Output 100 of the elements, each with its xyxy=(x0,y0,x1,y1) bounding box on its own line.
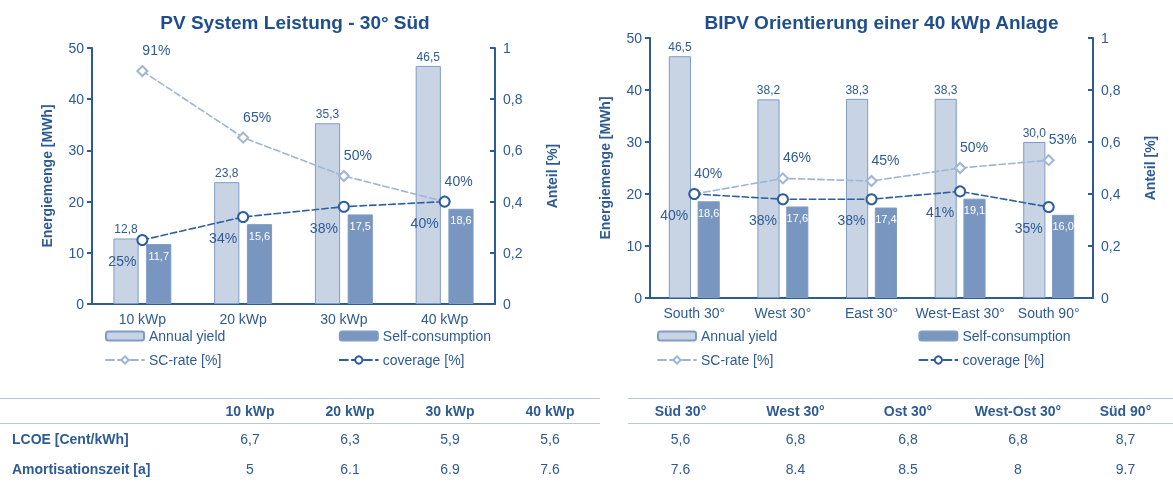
text: Süd 30° xyxy=(628,399,733,424)
y-tick-label: 0 xyxy=(76,296,85,312)
text: 8.5 xyxy=(897,460,919,479)
y2-tick-label: 1 xyxy=(503,40,511,56)
y-tick-label: 30 xyxy=(626,134,643,150)
chart-title: BIPV Orientierung einer 40 kWp Anlage xyxy=(704,12,1059,33)
data-label: 25% xyxy=(108,253,137,269)
text: 5,6 xyxy=(539,430,561,449)
y-tick-label: 20 xyxy=(68,193,85,210)
x-tick-label: South 90° xyxy=(1017,305,1080,321)
data-label: 35% xyxy=(1014,220,1043,236)
data-label: 53% xyxy=(1048,131,1077,148)
legend-label: SC-rate [%] xyxy=(701,352,774,368)
data-label: 38% xyxy=(309,219,338,236)
data-label: 38,2 xyxy=(756,83,781,98)
data-label: 46,5 xyxy=(668,40,692,55)
text: 8,7 xyxy=(1114,430,1137,449)
x-tick-label: West 30° xyxy=(754,305,812,321)
bar xyxy=(347,214,373,304)
data-label: 19,1 xyxy=(963,204,986,217)
y-tick-label: 20 xyxy=(626,186,643,202)
x-tick-label: 20 kWp xyxy=(219,311,268,327)
chart-title: PV System Leistung - 30° Süd xyxy=(160,12,430,33)
data-label: 18,6 xyxy=(697,206,720,219)
point xyxy=(1042,201,1055,213)
y2-tick-label: 0,4 xyxy=(1101,186,1121,202)
y2-tick-label: 0,2 xyxy=(503,244,523,261)
text: 8 xyxy=(1013,460,1023,479)
text: 8.4 xyxy=(784,460,807,479)
x-tick-label: 40 kWp xyxy=(420,311,469,327)
data-label: 65% xyxy=(243,108,272,125)
data-label: 45% xyxy=(871,152,900,168)
y-axis-title: Energiemenge [MWh] xyxy=(597,96,613,240)
data-label: 15,6 xyxy=(248,229,271,242)
y-tick-label: 50 xyxy=(626,30,643,46)
point xyxy=(136,65,149,78)
x-tick-label: East 30° xyxy=(844,305,899,321)
y2-tick-label: 0,6 xyxy=(503,142,523,159)
legend-label: SC-rate [%] xyxy=(149,352,222,368)
bar xyxy=(246,224,273,304)
y-axis-title: Energiemenge [MWh] xyxy=(39,104,55,248)
legend-label: coverage [%] xyxy=(962,352,1045,368)
text: 7.6 xyxy=(669,460,692,479)
y2-tick-label: 0 xyxy=(1101,290,1109,306)
point xyxy=(865,175,878,187)
text: 10 kWp xyxy=(200,399,300,424)
legend-label: Annual yield xyxy=(149,328,226,344)
y-tick-label: 30 xyxy=(68,142,85,159)
bar xyxy=(963,198,986,298)
legend-label: Annual yield xyxy=(701,328,778,344)
bar xyxy=(448,208,474,304)
point xyxy=(337,170,350,182)
data-label: 40% xyxy=(444,172,473,189)
text: Süd 90° xyxy=(1078,399,1173,424)
data-label: 40% xyxy=(660,207,689,223)
data-label: 35,3 xyxy=(315,107,340,122)
point xyxy=(136,234,149,246)
legend-label: Self-consumption xyxy=(962,328,1071,344)
text: 5,9 xyxy=(439,430,461,449)
y-tick-label: 0 xyxy=(634,290,643,306)
point xyxy=(954,162,967,174)
data-label: 91% xyxy=(142,42,171,59)
bar xyxy=(786,206,809,298)
data-label: 17,6 xyxy=(786,211,809,224)
bar xyxy=(874,207,897,298)
text: 6,8 xyxy=(897,430,919,449)
y2-tick-label: 0,4 xyxy=(503,193,523,210)
y-tick-label: 10 xyxy=(68,244,85,261)
text: 6,8 xyxy=(784,430,807,449)
data-label: 30,0 xyxy=(1022,126,1047,140)
point xyxy=(237,210,250,223)
data-label: 50% xyxy=(343,147,372,163)
y2-tick-label: 0,8 xyxy=(1101,82,1121,98)
data-label: 16,0 xyxy=(1052,220,1074,233)
point xyxy=(954,185,967,198)
text: 40 kWp xyxy=(500,399,600,424)
bar xyxy=(146,244,172,304)
y2-tick-label: 0,2 xyxy=(1101,238,1121,254)
point xyxy=(776,172,789,185)
data-label: 38% xyxy=(748,212,777,229)
y2-axis-title: Anteil [%] xyxy=(1142,135,1158,201)
text: 20 kWp xyxy=(300,399,400,424)
text: West-Ost 30° xyxy=(958,399,1078,424)
point xyxy=(237,131,250,144)
text: 7.6 xyxy=(539,460,561,479)
text: 5,6 xyxy=(669,430,692,449)
y-tick-label: 10 xyxy=(626,238,643,254)
text: 6.9 xyxy=(439,460,461,479)
text: 6,8 xyxy=(1007,430,1029,449)
y2-axis-title: Anteil [%] xyxy=(544,143,560,209)
text: 6,7 xyxy=(239,430,261,449)
x-tick-label: 10 kWp xyxy=(118,311,167,327)
legend-label: coverage [%] xyxy=(382,352,465,368)
data-label: 11,7 xyxy=(148,249,170,262)
text: 5 xyxy=(245,460,255,479)
data-label: 34% xyxy=(209,229,238,246)
text: 6.1 xyxy=(339,460,361,479)
y-tick-label: 40 xyxy=(68,91,85,108)
y2-tick-label: 0 xyxy=(503,296,511,312)
text: Ost 30° xyxy=(858,399,958,424)
